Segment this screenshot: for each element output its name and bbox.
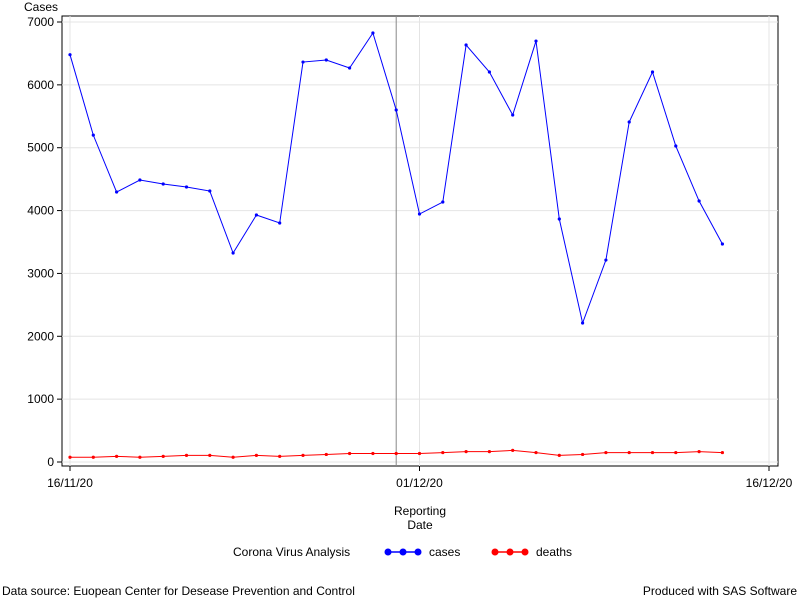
y-tick-label: 5000 bbox=[27, 141, 54, 155]
data-point bbox=[627, 120, 631, 124]
data-point bbox=[115, 190, 119, 194]
y-tick-label: 7000 bbox=[27, 15, 54, 29]
data-point bbox=[348, 66, 352, 70]
y-tick-label: 2000 bbox=[27, 329, 54, 343]
legend-label: cases bbox=[429, 545, 460, 559]
data-point bbox=[348, 451, 352, 456]
data-point bbox=[581, 321, 585, 325]
data-point bbox=[417, 212, 422, 216]
legend-marker bbox=[414, 548, 422, 556]
data-point bbox=[441, 200, 445, 204]
y-tick-label: 0 bbox=[47, 455, 54, 469]
data-point bbox=[487, 70, 491, 74]
legend-marker bbox=[506, 548, 514, 556]
legend-marker bbox=[384, 548, 392, 556]
data-point bbox=[534, 39, 538, 43]
data-point bbox=[138, 455, 142, 459]
data-point bbox=[91, 455, 95, 459]
data-point bbox=[208, 189, 212, 193]
data-point bbox=[441, 450, 445, 455]
data-point bbox=[231, 455, 235, 459]
data-point bbox=[231, 251, 235, 255]
data-point bbox=[720, 242, 725, 246]
data-point bbox=[301, 60, 305, 64]
footer-right: Produced with SAS Software bbox=[642, 584, 797, 598]
data-point bbox=[184, 453, 189, 457]
data-point bbox=[627, 450, 631, 455]
data-point bbox=[557, 217, 561, 221]
data-point bbox=[720, 450, 725, 455]
data-point bbox=[184, 185, 189, 189]
data-point bbox=[208, 453, 212, 457]
data-point bbox=[697, 450, 701, 454]
data-point bbox=[278, 221, 282, 225]
data-point bbox=[394, 108, 398, 112]
x-tick-label: 16/11/20 bbox=[47, 476, 93, 490]
data-point bbox=[697, 199, 701, 203]
legend-marker bbox=[521, 548, 529, 556]
data-point bbox=[324, 58, 328, 62]
data-point bbox=[278, 454, 282, 458]
footer-left: Data source: Euopean Center for Desease … bbox=[2, 584, 355, 598]
data-point bbox=[674, 450, 678, 455]
y-axis-label: Cases bbox=[24, 0, 58, 14]
x-axis-label: Reporting Date bbox=[393, 504, 447, 532]
y-tick-label: 4000 bbox=[27, 204, 54, 218]
data-point bbox=[650, 450, 655, 455]
x-tick-label: 16/12/20 bbox=[746, 476, 793, 490]
legend-title: Corona Virus Analysis bbox=[233, 545, 350, 559]
x-tick-label: 01/12/20 bbox=[396, 476, 443, 490]
data-point bbox=[534, 450, 538, 455]
data-point bbox=[161, 182, 165, 186]
y-tick-label: 1000 bbox=[27, 392, 54, 406]
data-point bbox=[511, 448, 515, 452]
data-point bbox=[674, 144, 678, 148]
data-point bbox=[557, 453, 561, 457]
data-point bbox=[487, 450, 491, 454]
data-point bbox=[371, 451, 375, 456]
data-point bbox=[371, 31, 375, 35]
data-point bbox=[91, 133, 95, 137]
data-point bbox=[254, 453, 258, 457]
data-point bbox=[68, 53, 72, 57]
legend-marker bbox=[399, 548, 407, 556]
data-point bbox=[581, 452, 585, 457]
data-point bbox=[417, 451, 422, 456]
data-point bbox=[68, 455, 72, 459]
data-point bbox=[511, 113, 515, 117]
data-point bbox=[115, 454, 119, 458]
data-point bbox=[161, 454, 165, 458]
data-point bbox=[650, 70, 655, 74]
data-point bbox=[324, 452, 328, 457]
y-tick-label: 6000 bbox=[27, 78, 54, 92]
y-tick-label: 3000 bbox=[27, 266, 54, 280]
data-point bbox=[604, 258, 608, 262]
data-point bbox=[394, 451, 398, 456]
data-point bbox=[464, 450, 468, 454]
data-point bbox=[301, 453, 305, 457]
data-point bbox=[138, 178, 142, 182]
data-point bbox=[464, 43, 468, 47]
data-point bbox=[604, 450, 608, 455]
legend-marker bbox=[491, 548, 499, 556]
legend-label: deaths bbox=[536, 545, 572, 559]
data-point bbox=[254, 213, 258, 217]
